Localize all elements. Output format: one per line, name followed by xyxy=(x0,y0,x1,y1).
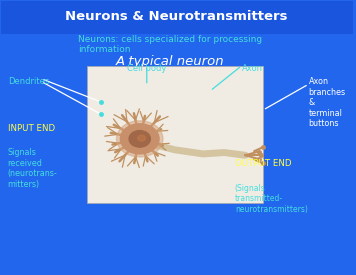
Text: Axon
branches
&
terminal
buttons: Axon branches & terminal buttons xyxy=(309,77,346,128)
Text: (Signals
transmitted-
neurotransmitters): (Signals transmitted- neurotransmitters) xyxy=(235,184,308,214)
Circle shape xyxy=(138,135,146,141)
Text: Signals
received
(neurotrans-
mitters): Signals received (neurotrans- mitters) xyxy=(8,148,57,189)
Ellipse shape xyxy=(116,121,163,157)
Text: Neurons: cells specialized for processing
information: Neurons: cells specialized for processin… xyxy=(78,35,262,54)
Text: INPUT END: INPUT END xyxy=(8,124,55,133)
Text: A typical neuron: A typical neuron xyxy=(115,56,224,68)
Text: Axon: Axon xyxy=(242,64,263,73)
Circle shape xyxy=(129,131,150,147)
FancyBboxPatch shape xyxy=(87,66,263,203)
Text: Cell body: Cell body xyxy=(127,64,167,73)
Text: OUTPUT END: OUTPUT END xyxy=(235,160,291,168)
Text: Dendrites: Dendrites xyxy=(8,77,49,86)
Circle shape xyxy=(120,124,159,154)
FancyBboxPatch shape xyxy=(1,1,353,34)
Text: Neurons & Neurotransmitters: Neurons & Neurotransmitters xyxy=(66,10,288,23)
